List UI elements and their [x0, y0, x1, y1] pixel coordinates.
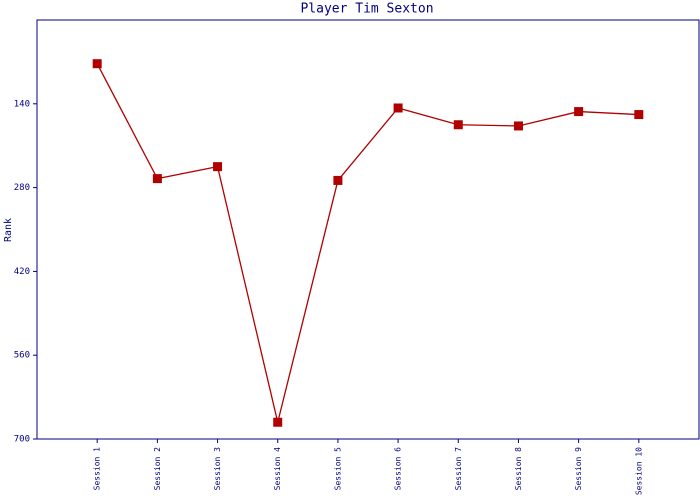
marker [273, 417, 283, 427]
x-tick-label: Session 9 [574, 447, 583, 491]
marker [574, 107, 584, 117]
y-tick-label: 560 [14, 351, 30, 361]
line [96, 63, 639, 423]
x-tick-label: Session 2 [153, 447, 162, 491]
y-axis-label: Rank [3, 218, 14, 242]
x-tick-label: Session 5 [333, 447, 342, 491]
x-tick-label: Session 7 [454, 447, 463, 491]
x-tick-label: Session 8 [514, 447, 523, 491]
chart-title: Player Tim Sexton [300, 2, 433, 17]
y-tick-label: 420 [14, 267, 30, 277]
x-tick-label: Session 3 [213, 447, 222, 491]
marker [333, 175, 343, 185]
y-tick-label: 280 [14, 183, 30, 193]
x-tick-label: Session 10 [634, 447, 643, 495]
marker [213, 162, 223, 172]
marker [634, 110, 644, 120]
marker [92, 59, 102, 69]
x-tick-label: Session 1 [93, 447, 102, 491]
y-tick-label: 700 [14, 435, 30, 445]
marker [453, 120, 463, 130]
marker [393, 103, 403, 113]
x-tick-label: Session 6 [394, 447, 403, 491]
marker [513, 121, 523, 131]
plot-frame [36, 19, 700, 440]
x-tick-label: Session 4 [273, 447, 282, 491]
y-tick-label: 140 [14, 99, 30, 109]
marker [152, 174, 162, 184]
